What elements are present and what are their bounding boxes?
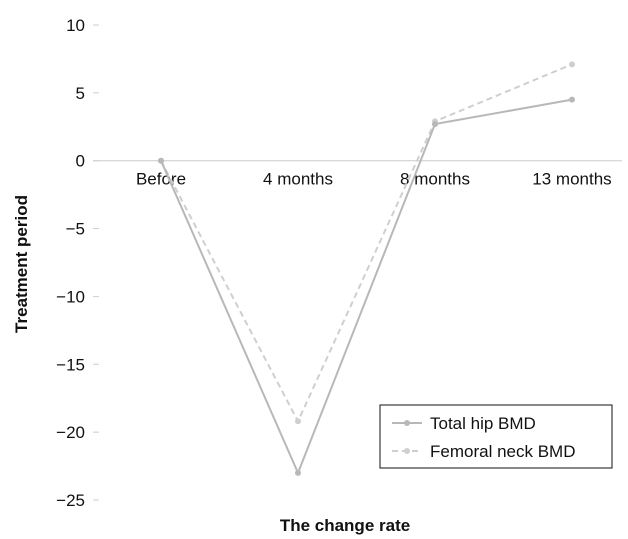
series-point-femoral-neck [295, 418, 301, 425]
x-tick-label: 8 months [400, 170, 470, 189]
y-tick-label: 5 [76, 84, 85, 103]
y-tick-label: −15 [56, 355, 85, 374]
y-tick-label: −5 [66, 220, 85, 239]
x-axis-title: The change rate [280, 516, 410, 535]
series-line-femoral-neck [160, 63, 573, 424]
y-tick-label: 0 [76, 152, 85, 171]
legend-box [379, 404, 613, 469]
x-axis: Before 4 months 8 months 13 months [93, 160, 622, 189]
legend: Total hip BMD Femoral neck BMD [379, 404, 613, 469]
legend-marker [404, 448, 410, 454]
series-line-total-hip [160, 98, 573, 476]
series-point-total-hip [158, 157, 164, 164]
series-point-femoral-neck [569, 61, 575, 68]
x-tick-label: 4 months [263, 170, 333, 189]
series-lines [158, 61, 575, 476]
series-point-total-hip [432, 121, 438, 128]
y-tick-label: −10 [56, 287, 85, 306]
x-tick-label: Before [136, 170, 186, 189]
y-tick-label: −20 [56, 423, 85, 442]
y-tick-label: −25 [56, 491, 85, 510]
legend-label: Total hip BMD [430, 414, 536, 433]
y-axis-title: Treatment period [12, 195, 31, 333]
series-point-total-hip [295, 469, 301, 476]
x-tick-label: 13 months [532, 170, 611, 189]
y-tick-label: 10 [66, 16, 85, 35]
y-axis: 10 5 0 −5 −10 −15 −20 −25 [56, 16, 99, 510]
legend-marker [404, 420, 410, 426]
series-point-total-hip [569, 96, 575, 103]
legend-label: Femoral neck BMD [430, 442, 575, 461]
